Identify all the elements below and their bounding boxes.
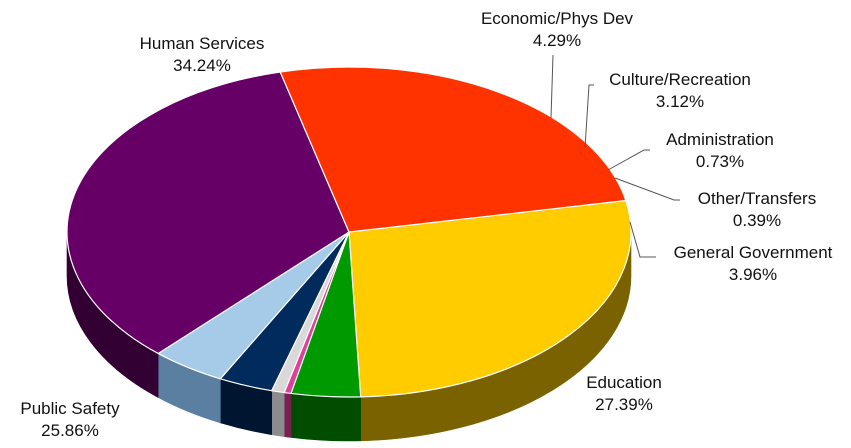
leader-line-other-transfers	[614, 177, 680, 201]
label-human-services: Human Services	[140, 34, 265, 53]
pie-side-administration	[271, 390, 285, 437]
label-education: Education	[586, 373, 662, 392]
value-label-economic-phys-dev: 4.29%	[533, 31, 581, 50]
value-label-public-safety: 25.86%	[41, 421, 99, 440]
pie-labels: Education 27.39% General Government 3.96% Ot…	[20, 9, 832, 440]
pie-slice-public-safety	[279, 66, 627, 233]
pie-side-general-government	[290, 393, 361, 442]
value-label-other-transfers: 0.39%	[733, 211, 781, 230]
pie-slice-education	[348, 199, 632, 398]
pie-side-other-transfers	[283, 392, 292, 438]
leader-line-administration	[607, 149, 650, 171]
pie-slice-human-services	[66, 71, 350, 355]
leader-line-general-government	[629, 221, 656, 258]
label-culture-recreation: Culture/Recreation	[609, 70, 751, 89]
leader-line-economic-phys-dev	[550, 54, 554, 119]
pie-side-walls	[66, 231, 632, 442]
label-other-transfers: Other/Transfers	[698, 189, 816, 208]
leader-line-culture-recreation	[584, 84, 594, 149]
value-label-education: 27.39%	[595, 395, 653, 414]
label-economic-phys-dev: Economic/Phys Dev	[481, 9, 634, 28]
value-label-general-government: 3.96%	[729, 265, 777, 284]
value-label-human-services: 34.24%	[173, 56, 231, 75]
value-label-culture-recreation: 3.12%	[656, 92, 704, 111]
label-general-government: General Government	[674, 243, 833, 262]
pie-slices	[66, 66, 632, 398]
label-administration: Administration	[666, 130, 774, 149]
value-label-administration: 0.73%	[696, 152, 744, 171]
label-public-safety: Public Safety	[20, 399, 120, 418]
